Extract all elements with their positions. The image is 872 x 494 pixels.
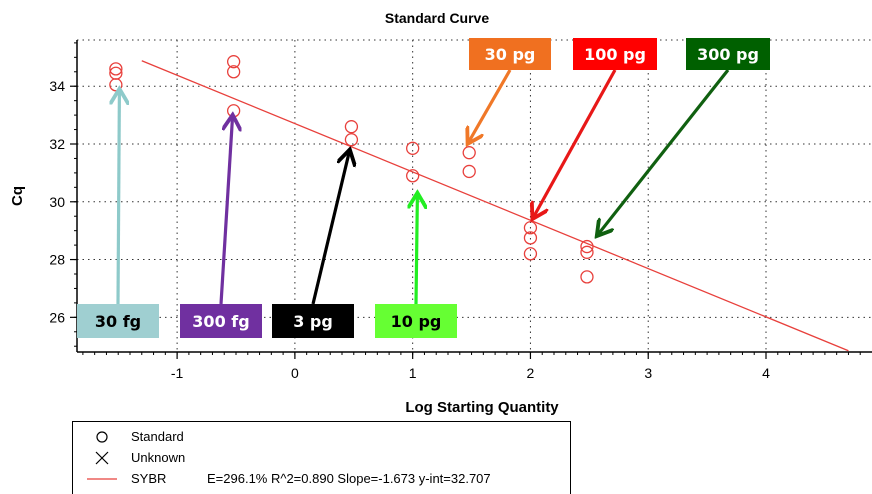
open-circle-icon <box>87 429 117 445</box>
fit-statistics: E=296.1% R^2=0.890 Slope=-1.673 y-int=32… <box>207 471 491 486</box>
annotation-label: 3 pg <box>293 312 333 331</box>
legend-item-sybr: SYBR E=296.1% R^2=0.890 Slope=-1.673 y-i… <box>73 469 570 489</box>
annotation-label: 30 fg <box>95 312 141 331</box>
y-tick-label: 26 <box>49 309 65 325</box>
y-tick-label: 32 <box>49 136 65 152</box>
annotation-arrow <box>534 70 615 216</box>
annotation-arrow <box>416 196 417 304</box>
annotation-label: 300 fg <box>192 312 249 331</box>
data-points <box>110 56 593 283</box>
data-point <box>345 134 357 146</box>
legend-label: Unknown <box>131 450 185 465</box>
data-point <box>345 121 357 133</box>
y-tick-label: 34 <box>49 78 65 94</box>
x-tick-label: -1 <box>171 365 184 381</box>
annotation-arrow <box>221 118 232 304</box>
data-point <box>110 79 122 91</box>
x-axis-label: Log Starting Quantity <box>405 399 559 416</box>
annotation-arrow <box>599 70 728 234</box>
annotation-label: 300 pg <box>697 45 759 64</box>
annotation-label: 10 pg <box>391 312 442 331</box>
data-point <box>463 147 475 159</box>
legend-label: Standard <box>131 429 184 444</box>
legend-label: SYBR <box>131 471 166 486</box>
legend: Standard Unknown SYBR E=296.1% R^2=0.890… <box>72 421 571 494</box>
cross-icon <box>87 450 117 466</box>
annotation-label: 100 pg <box>584 45 646 64</box>
y-tick-label: 28 <box>49 252 65 268</box>
annotation-arrow <box>313 153 349 304</box>
annotations: 30 fg 300 fg 3 pg 10 pg 30 pg 100 pg 300 pg <box>77 38 770 338</box>
x-tick-label: 3 <box>644 365 652 381</box>
y-axis-label: Cq <box>9 186 26 206</box>
data-point <box>228 105 240 117</box>
annotation-label: 30 pg <box>485 45 536 64</box>
annotation-arrow <box>118 92 119 304</box>
annotation-arrow <box>469 70 510 141</box>
data-point <box>581 271 593 283</box>
standard-curve-chart: Standard Curve Cq Log Starting Quantity … <box>0 0 872 421</box>
line-icon <box>87 471 117 487</box>
chart-title: Standard Curve <box>385 10 489 26</box>
legend-item-unknown: Unknown <box>73 448 570 468</box>
x-tick-label: 1 <box>409 365 417 381</box>
x-tick-label: 4 <box>762 365 770 381</box>
x-tick-label: 2 <box>527 365 535 381</box>
data-point <box>463 165 475 177</box>
y-tick-label: 30 <box>49 194 65 210</box>
x-tick-label: 0 <box>291 365 299 381</box>
legend-item-standard: Standard <box>73 427 570 447</box>
